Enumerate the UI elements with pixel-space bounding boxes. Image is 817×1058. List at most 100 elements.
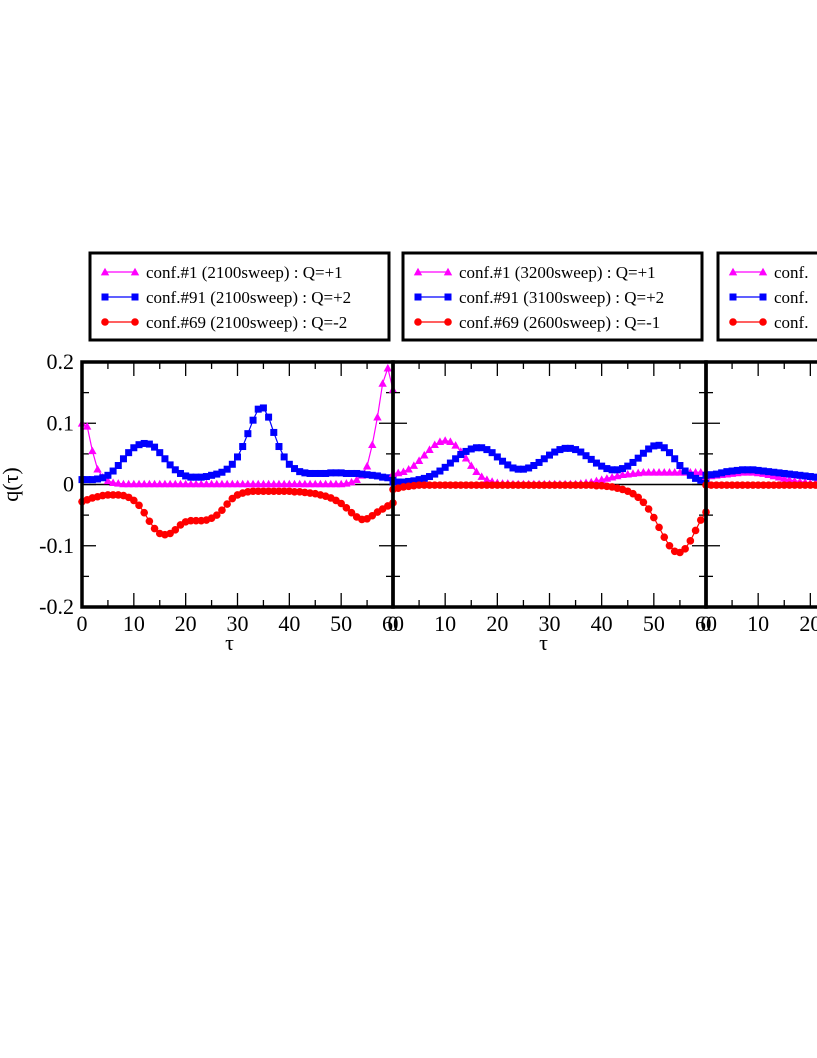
data-point <box>780 474 789 482</box>
data-point <box>665 449 673 457</box>
y-tick-label: -0.2 <box>39 594 74 619</box>
data-point <box>478 444 486 452</box>
data-point <box>582 452 590 460</box>
data-point <box>187 473 195 481</box>
data-point <box>451 441 460 449</box>
data-point <box>754 466 762 474</box>
data-point <box>806 481 815 489</box>
data-point <box>285 460 293 468</box>
legend-item-1: conf. <box>728 263 808 282</box>
x-tick-label: 40 <box>278 611 300 636</box>
data-point <box>634 493 642 502</box>
legend-label: conf.#1 (3200sweep) : Q=+1 <box>459 263 656 282</box>
legend-marker <box>413 267 423 276</box>
data-point <box>712 481 721 489</box>
data-point <box>208 471 216 479</box>
data-point <box>535 458 543 466</box>
legend-item-2: conf.#91 (3100sweep) : Q=+2 <box>414 288 664 307</box>
data-point <box>431 470 439 478</box>
data-point <box>462 481 470 489</box>
data-point <box>151 443 159 451</box>
series-2 <box>702 466 817 481</box>
data-point <box>161 455 169 463</box>
series-3 <box>702 481 817 489</box>
data-point <box>306 469 314 477</box>
data-point <box>571 481 580 489</box>
data-point <box>613 466 621 474</box>
data-point <box>430 481 439 489</box>
data-point <box>332 469 340 477</box>
data-point <box>363 471 371 479</box>
data-point <box>130 496 138 505</box>
data-point <box>733 466 741 474</box>
legend-marker <box>758 267 768 276</box>
data-point <box>145 440 153 448</box>
data-point <box>754 481 762 489</box>
data-point <box>775 481 783 489</box>
data-point <box>770 468 778 476</box>
data-point <box>686 537 695 545</box>
data-point <box>639 449 647 457</box>
series-line <box>82 407 394 481</box>
data-point <box>249 416 257 424</box>
data-point <box>717 481 726 489</box>
data-point <box>796 481 804 489</box>
data-point <box>592 459 600 467</box>
data-point <box>457 481 465 489</box>
data-point <box>681 467 689 475</box>
data-point <box>104 471 112 479</box>
data-point <box>707 471 715 479</box>
data-point <box>503 481 512 489</box>
data-point <box>556 481 564 489</box>
data-point <box>109 467 117 475</box>
data-point <box>405 477 413 485</box>
data-point <box>739 466 747 474</box>
x-tick-label: 20 <box>799 611 817 636</box>
data-point <box>759 481 768 489</box>
data-point <box>275 443 283 451</box>
data-point <box>415 481 423 489</box>
data-point <box>749 481 757 489</box>
data-point <box>665 541 674 550</box>
data-point <box>477 481 486 489</box>
data-point <box>801 481 809 489</box>
data-point <box>358 470 366 478</box>
legend: conf.#1 (2100sweep) : Q=+1 conf.#91 (2100… <box>88 251 391 342</box>
data-point <box>83 476 91 484</box>
legend-label: conf. <box>774 288 808 307</box>
legend-item-3: conf. <box>729 313 808 332</box>
data-point <box>176 469 184 477</box>
data-point <box>587 455 595 463</box>
data-point <box>212 511 221 519</box>
data-point <box>135 501 143 510</box>
x-tick-label: 0 <box>701 611 712 636</box>
data-point <box>546 451 553 459</box>
data-point <box>368 440 377 449</box>
data-point <box>624 462 632 470</box>
data-point <box>723 481 731 489</box>
legend-label: conf. <box>774 263 808 282</box>
data-point <box>577 481 585 489</box>
data-point <box>775 469 783 477</box>
data-point <box>691 526 700 535</box>
legend-marker <box>130 267 140 276</box>
x-tick-label: 0 <box>77 611 88 636</box>
data-point <box>223 465 231 473</box>
data-point <box>130 444 138 452</box>
data-point <box>415 476 423 484</box>
y-tick-label: -0.1 <box>39 533 74 558</box>
legend-label: conf.#91 (3100sweep) : Q=+2 <box>459 288 664 307</box>
data-point <box>254 405 262 413</box>
data-point <box>114 462 122 470</box>
data-point <box>244 430 252 438</box>
data-point <box>467 445 475 453</box>
data-point <box>145 517 154 526</box>
legend-marker <box>101 293 109 301</box>
data-point <box>301 469 309 477</box>
data-point <box>749 466 757 474</box>
data-point <box>561 481 569 489</box>
series-3 <box>389 481 710 557</box>
data-point <box>420 450 429 459</box>
data-point <box>493 453 501 461</box>
